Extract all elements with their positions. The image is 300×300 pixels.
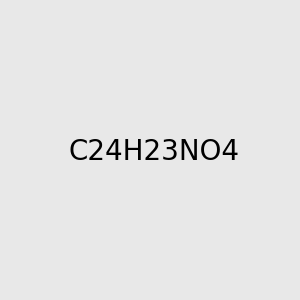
Text: C24H23NO4: C24H23NO4 <box>68 137 239 166</box>
